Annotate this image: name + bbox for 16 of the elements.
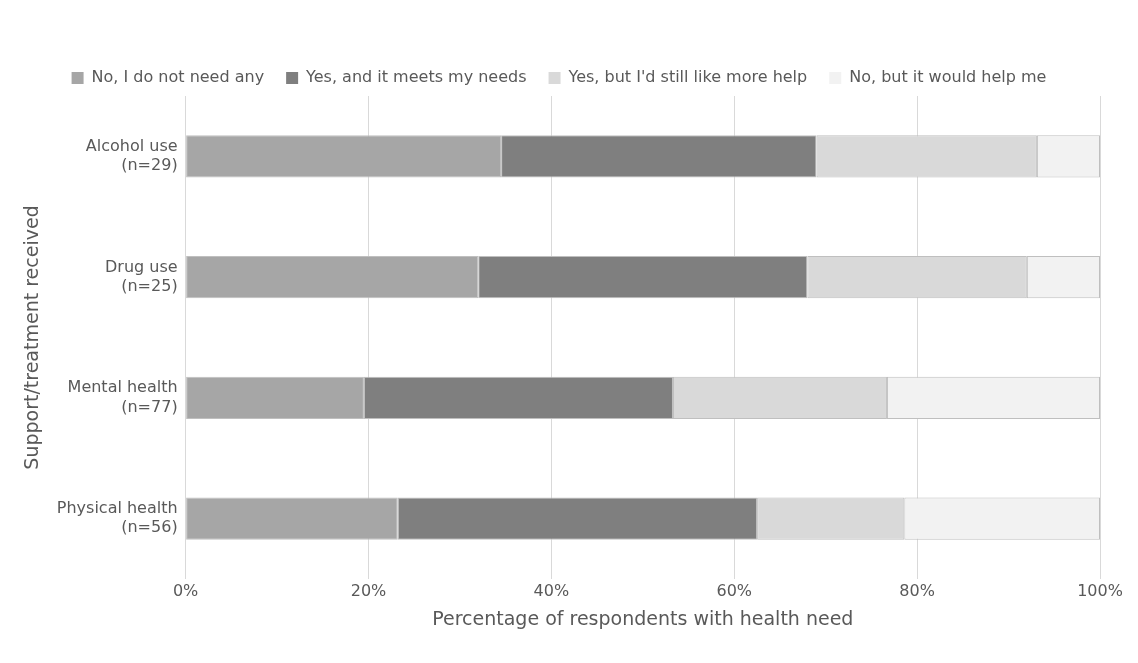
legend-label: No, I do not need any (91, 67, 265, 87)
legend-label: No, but it would help me (849, 67, 1047, 87)
y-tick-label: Drug use (n=25) (105, 256, 178, 295)
x-tick-label: 0% (172, 580, 199, 600)
legend-label: Yes, but I'd still like more help (567, 67, 808, 87)
x-tick-label: 60% (716, 580, 753, 600)
x-axis-title: Percentage of respondents with health need (432, 606, 854, 629)
x-tick-label: 100% (1077, 580, 1123, 600)
y-tick-label: Alcohol use (n=29) (85, 135, 178, 175)
x-tick-label: 80% (899, 580, 935, 600)
legend-label: Yes, and it meets my needs (305, 67, 527, 87)
y-tick-label: Mental health (n=77) (67, 377, 178, 416)
x-tick-label: 20% (350, 580, 387, 600)
y-axis-title: Support/treatment received (20, 205, 43, 470)
y-tick-label: Physical health (n=56) (56, 498, 178, 537)
x-tick-label: 40% (533, 580, 570, 600)
